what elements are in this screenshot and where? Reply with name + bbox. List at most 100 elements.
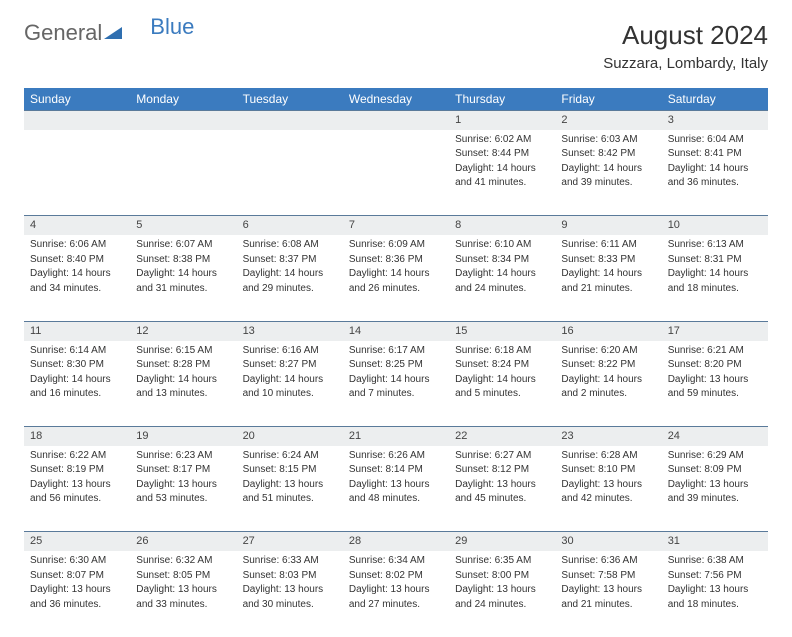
month-title: August 2024 [603, 20, 768, 51]
day-detail-line: Sunrise: 6:20 AM [561, 344, 655, 358]
day-detail-line: and 41 minutes. [455, 176, 549, 190]
day-detail-line: Sunset: 8:38 PM [136, 253, 230, 267]
day-number-cell: 3 [662, 111, 768, 130]
day-number-cell: 27 [237, 532, 343, 551]
day-detail-line: Sunrise: 6:28 AM [561, 449, 655, 463]
day-number-cell: 6 [237, 216, 343, 235]
day-detail-line: Sunset: 7:56 PM [668, 569, 762, 583]
day-number-row: 45678910 [24, 216, 768, 235]
day-detail-line: Sunset: 8:05 PM [136, 569, 230, 583]
day-detail-line: Sunrise: 6:07 AM [136, 238, 230, 252]
day-content-cell: Sunrise: 6:32 AMSunset: 8:05 PMDaylight:… [130, 551, 236, 637]
day-number-cell: 11 [24, 321, 130, 340]
day-content-cell: Sunrise: 6:10 AMSunset: 8:34 PMDaylight:… [449, 235, 555, 321]
logo-triangle-icon [104, 25, 122, 41]
day-content-cell: Sunrise: 6:34 AMSunset: 8:02 PMDaylight:… [343, 551, 449, 637]
day-detail-line: and 5 minutes. [455, 387, 549, 401]
day-detail-line: Daylight: 13 hours [668, 583, 762, 597]
day-detail-line: Sunrise: 6:17 AM [349, 344, 443, 358]
day-number-cell: 28 [343, 532, 449, 551]
day-detail-line: and 39 minutes. [561, 176, 655, 190]
day-content-row: Sunrise: 6:06 AMSunset: 8:40 PM Daylight:… [24, 235, 768, 321]
day-number-cell: 1 [449, 111, 555, 130]
day-detail-line: and 45 minutes. [455, 492, 549, 506]
day-number-row: 11121314151617 [24, 321, 768, 340]
day-detail-line: Sunrise: 6:18 AM [455, 344, 549, 358]
day-content-cell: Sunrise: 6:18 AMSunset: 8:24 PMDaylight:… [449, 341, 555, 427]
day-detail-line: Sunrise: 6:30 AM [30, 554, 124, 568]
day-detail-line: Daylight: 13 hours [561, 583, 655, 597]
calendar-body: 123Sunrise: 6:02 AMSunset: 8:44 PMDaylig… [24, 111, 768, 637]
weekday-header: Friday [555, 88, 661, 111]
day-detail-line: and 59 minutes. [668, 387, 762, 401]
day-detail-line: Daylight: 13 hours [668, 373, 762, 387]
day-number-cell: 23 [555, 427, 661, 446]
day-number-cell: 5 [130, 216, 236, 235]
day-detail-line: Sunset: 8:00 PM [455, 569, 549, 583]
day-detail-line: Sunset: 8:28 PM [136, 358, 230, 372]
day-content-cell: Sunrise: 6:35 AMSunset: 8:00 PMDaylight:… [449, 551, 555, 637]
day-content-cell: Sunrise: 6:33 AMSunset: 8:03 PMDaylight:… [237, 551, 343, 637]
day-detail-line: Sunrise: 6:14 AM [30, 344, 124, 358]
day-detail-line: Sunrise: 6:11 AM [561, 238, 655, 252]
day-content-cell [130, 130, 236, 216]
day-detail-line: Daylight: 14 hours [455, 162, 549, 176]
weekday-header: Sunday [24, 88, 130, 111]
day-number-cell: 13 [237, 321, 343, 340]
day-content-cell: Sunrise: 6:15 AMSunset: 8:28 PMDaylight:… [130, 341, 236, 427]
day-detail-line: Daylight: 13 hours [30, 583, 124, 597]
day-content-cell: Sunrise: 6:11 AMSunset: 8:33 PMDaylight:… [555, 235, 661, 321]
day-detail-line: Sunset: 8:44 PM [455, 147, 549, 161]
day-content-cell: Sunrise: 6:14 AMSunset: 8:30 PMDaylight:… [24, 341, 130, 427]
day-detail-line: and 27 minutes. [349, 598, 443, 612]
day-detail-line: Sunset: 8:07 PM [30, 569, 124, 583]
day-detail-line: Daylight: 14 hours [136, 373, 230, 387]
day-detail-line: Daylight: 14 hours [349, 373, 443, 387]
day-detail-line: Daylight: 13 hours [243, 478, 337, 492]
day-detail-line: Daylight: 14 hours [455, 267, 549, 281]
day-number-cell: 10 [662, 216, 768, 235]
day-detail-line: Sunrise: 6:15 AM [136, 344, 230, 358]
day-detail-line: Sunset: 8:41 PM [668, 147, 762, 161]
day-detail-line: Sunset: 8:33 PM [561, 253, 655, 267]
weekday-header: Tuesday [237, 88, 343, 111]
day-content-cell: Sunrise: 6:20 AMSunset: 8:22 PMDaylight:… [555, 341, 661, 427]
day-detail-line: Daylight: 13 hours [349, 478, 443, 492]
day-detail-line: and 24 minutes. [455, 598, 549, 612]
day-detail-line: Sunrise: 6:09 AM [349, 238, 443, 252]
day-detail-line: and 26 minutes. [349, 282, 443, 296]
brand-logo: General Blue [24, 20, 194, 46]
day-detail-line: Sunrise: 6:08 AM [243, 238, 337, 252]
day-detail-line: Sunset: 8:30 PM [30, 358, 124, 372]
day-detail-line: and 31 minutes. [136, 282, 230, 296]
day-detail-line: Daylight: 13 hours [455, 583, 549, 597]
day-detail-line: and 48 minutes. [349, 492, 443, 506]
day-number-cell: 19 [130, 427, 236, 446]
day-detail-line: Daylight: 14 hours [561, 267, 655, 281]
day-detail-line: Sunset: 8:40 PM [30, 253, 124, 267]
day-detail-line: Daylight: 13 hours [455, 478, 549, 492]
day-detail-line: Sunset: 8:34 PM [455, 253, 549, 267]
day-content-cell: Sunrise: 6:24 AMSunset: 8:15 PMDaylight:… [237, 446, 343, 532]
day-detail-line: Sunset: 8:42 PM [561, 147, 655, 161]
day-content-cell: Sunrise: 6:04 AMSunset: 8:41 PMDaylight:… [662, 130, 768, 216]
day-detail-line: Sunrise: 6:16 AM [243, 344, 337, 358]
day-detail-line: Sunrise: 6:32 AM [136, 554, 230, 568]
day-detail-line: Daylight: 14 hours [668, 162, 762, 176]
day-number-cell [24, 111, 130, 130]
day-number-row: 25262728293031 [24, 532, 768, 551]
day-detail-line: Sunset: 8:14 PM [349, 463, 443, 477]
day-detail-line: Sunrise: 6:27 AM [455, 449, 549, 463]
day-content-cell: Sunrise: 6:06 AMSunset: 8:40 PMDaylight:… [24, 235, 130, 321]
day-number-cell: 7 [343, 216, 449, 235]
page-header: General Blue August 2024 Suzzara, Lombar… [0, 0, 792, 82]
title-block: August 2024 Suzzara, Lombardy, Italy [603, 20, 768, 72]
day-content-row: Sunrise: 6:30 AMSunset: 8:07 PMDaylight:… [24, 551, 768, 637]
day-number-cell [237, 111, 343, 130]
day-detail-line: Sunrise: 6:13 AM [668, 238, 762, 252]
day-number-cell: 20 [237, 427, 343, 446]
day-detail-line: Daylight: 13 hours [349, 583, 443, 597]
day-detail-line: Sunrise: 6:06 AM [30, 238, 124, 252]
day-detail-line: and 34 minutes. [30, 282, 124, 296]
day-detail-line: Sunset: 8:09 PM [668, 463, 762, 477]
